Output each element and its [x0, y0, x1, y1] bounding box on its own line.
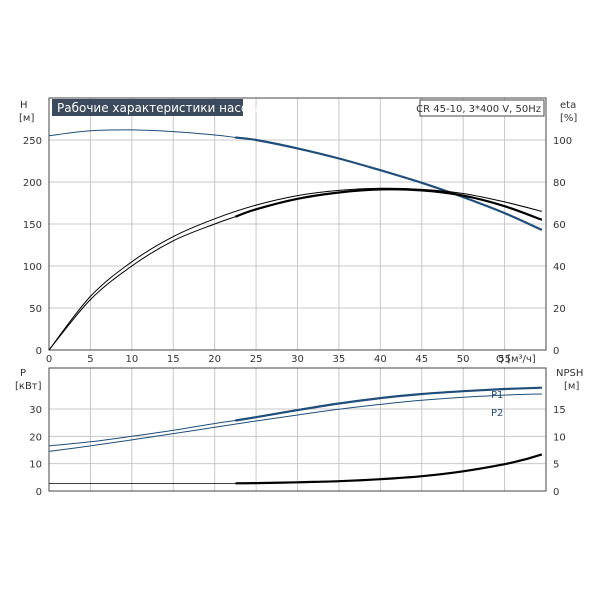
- npsh-curve-operating: [235, 453, 543, 485]
- efficiency-curve-pump-operating: [235, 188, 543, 221]
- lower-left-tick-label: 0: [36, 487, 42, 498]
- upper-right-axis-label-line1: eta: [560, 100, 576, 111]
- x-tick-label: 20: [208, 354, 221, 365]
- upper-right-tick-label: 0: [553, 346, 559, 357]
- upper-left-axis-label-line1: H: [20, 100, 28, 111]
- lower-right-tick-label: 15: [553, 405, 566, 416]
- p1-curve-operating: [235, 386, 542, 422]
- upper-right-tick-label: 80: [553, 178, 566, 189]
- lower-left-tick-label: 10: [29, 460, 42, 471]
- upper-right-tick-label: 20: [553, 304, 566, 315]
- x-tick-label: 0: [46, 354, 52, 365]
- upper-plot-ticks: 0 5 10 15 20 25 30 35 40 45 50 55 0 50 100 150 200 250 0 20…: [23, 136, 572, 365]
- lower-right-tick-label: 10: [553, 432, 566, 443]
- lower-plot-curves: [48, 386, 543, 485]
- x-tick-label: 40: [374, 354, 387, 365]
- lower-right-axis-label-line2: [м]: [564, 381, 579, 392]
- p1-curve-label: P1: [491, 390, 503, 401]
- upper-right-tick-label: 40: [553, 262, 566, 273]
- lower-plot-ticks: 0 10 20 30 0 5 10 15: [29, 405, 565, 498]
- chart-title: Рабочие характеристики насоса: [57, 101, 262, 115]
- x-tick-label: 35: [333, 354, 346, 365]
- x-tick-label: 30: [291, 354, 304, 365]
- upper-left-tick-label: 100: [23, 262, 42, 273]
- x-tick-label: 50: [457, 354, 470, 365]
- p2-curve-thin: [48, 393, 542, 452]
- lower-left-tick-label: 20: [29, 432, 42, 443]
- subtitle-box: [419, 99, 545, 117]
- upper-left-tick-label: 0: [36, 346, 42, 357]
- upper-left-tick-label: 50: [29, 304, 42, 315]
- head-curve-operating: [235, 136, 543, 231]
- x-axis-label: Q [м³/ч]: [496, 354, 536, 365]
- upper-plot-grid: [48, 98, 546, 350]
- upper-left-tick-label: 150: [23, 220, 42, 231]
- upper-plot-frame: [48, 97, 547, 351]
- x-tick-label: 45: [415, 354, 428, 365]
- upper-left-axis-label-line2: [м]: [19, 113, 34, 124]
- title-box: [52, 99, 243, 116]
- lower-left-tick-label: 30: [29, 405, 42, 416]
- lower-right-tick-label: 5: [553, 460, 559, 471]
- head-curve-thin: [48, 129, 543, 231]
- lower-right-axis-label-line1: NPSH: [556, 368, 583, 379]
- lower-right-tick-label: 0: [553, 487, 559, 498]
- x-tick-label: 10: [125, 354, 138, 365]
- upper-left-tick-label: 200: [23, 178, 42, 189]
- lower-plot-grid: [48, 368, 546, 491]
- chart-subtitle: CR 45-10, 3*400 V, 50Hz: [416, 104, 541, 115]
- upper-plot-curves: [48, 129, 543, 351]
- x-tick-label: 15: [167, 354, 180, 365]
- upper-left-tick-label: 250: [23, 136, 42, 147]
- p2-curve-label: P2: [491, 408, 503, 419]
- lower-left-axis-label-line2: [кВт]: [15, 381, 42, 392]
- upper-right-tick-label: 100: [553, 136, 572, 147]
- x-tick-label: 25: [250, 354, 263, 365]
- efficiency-curve-total-thin: [48, 187, 543, 351]
- x-tick-label: 55: [498, 354, 511, 365]
- x-tick-label: 5: [87, 354, 93, 365]
- efficiency-curve-pump-thin: [48, 188, 543, 351]
- lower-left-axis-label-line1: P: [20, 368, 26, 379]
- upper-right-axis-label-line2: [%]: [560, 113, 577, 124]
- lower-plot-frame: [48, 367, 547, 492]
- upper-right-tick-label: 60: [553, 220, 566, 231]
